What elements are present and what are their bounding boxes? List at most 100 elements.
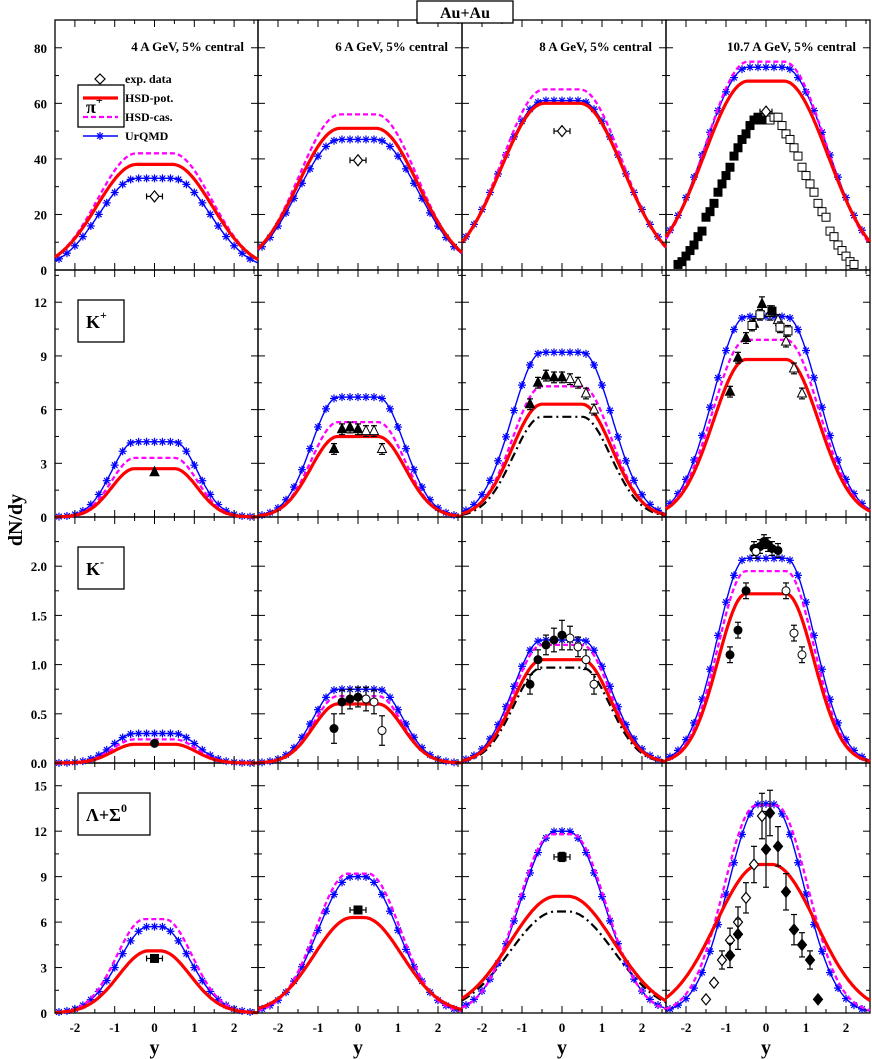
star-stroke (362, 393, 370, 401)
urqmd-point (582, 349, 590, 358)
urqmd-point (698, 431, 706, 440)
hsd-dashdot-curve (461, 666, 667, 763)
star-stroke (778, 63, 786, 71)
urqmd-point (354, 393, 362, 402)
hsd-cas-curve (665, 338, 871, 512)
data-point (377, 726, 387, 736)
urqmd-point (386, 142, 394, 151)
ticks-1-2 (461, 270, 666, 518)
data-point (541, 640, 551, 650)
star-stroke (143, 175, 150, 182)
urqmd-point (526, 360, 534, 369)
star-stroke (730, 572, 738, 579)
star-stroke (362, 136, 370, 143)
star-stroke (770, 63, 778, 71)
data-point (565, 633, 575, 643)
urqmd-point (126, 175, 135, 184)
data-point (801, 171, 811, 181)
urqmd-point (126, 438, 135, 447)
y-tick-label: 80 (34, 41, 47, 56)
urqmd-point (158, 922, 167, 931)
star-stroke (306, 165, 314, 173)
urqmd-point (338, 878, 346, 887)
urqmd-point (166, 729, 175, 738)
star-stroke (574, 349, 582, 356)
data-point (796, 386, 808, 398)
hsd-pot-curve (257, 915, 463, 1012)
ticks-2-2 (461, 516, 666, 764)
star-stroke (810, 374, 818, 382)
hsd-pot-curve (256, 126, 464, 254)
data-point (813, 198, 823, 208)
star-stroke (558, 349, 566, 356)
particle-label-main: Λ+Σ (86, 805, 121, 825)
star-stroke (135, 928, 142, 935)
ticks-3-0 (54, 762, 258, 1014)
star-stroke (762, 800, 770, 808)
star-stroke (714, 921, 722, 928)
data-point (717, 179, 727, 189)
legend-urqmd-star (96, 132, 104, 140)
data-point (760, 105, 772, 119)
particle-label-box (77, 84, 125, 128)
star-stroke (298, 466, 306, 473)
data-0-1 (349, 153, 367, 167)
star-stroke (95, 988, 103, 995)
energy-label-0: 4 A GeV, 5% central (131, 39, 244, 54)
x-tick-label: 0 (559, 1020, 566, 1035)
data-point (829, 232, 839, 242)
hsd-cas-curve (257, 113, 463, 254)
particle-label-main: K (86, 312, 100, 332)
data-point (564, 372, 576, 384)
star-stroke (526, 105, 534, 113)
star-stroke (682, 995, 690, 1002)
x-tick-label: -1 (517, 1020, 528, 1035)
star-stroke (103, 199, 110, 207)
urqmd-point (502, 432, 510, 441)
data-point (780, 885, 792, 899)
urqmd-point (470, 995, 478, 1004)
star-stroke (119, 447, 126, 455)
urqmd-point (714, 373, 722, 382)
urqmd-point (346, 393, 354, 402)
data-point (353, 905, 363, 915)
star-stroke (55, 255, 63, 263)
particle-label-box (77, 299, 125, 343)
star-stroke (346, 136, 354, 143)
legend-pot-label: HSD-pot. (125, 91, 173, 105)
star-stroke (151, 438, 158, 446)
star-stroke (826, 696, 834, 703)
star-stroke (590, 646, 598, 654)
hsd-pot-curve (55, 949, 259, 1015)
star-stroke (402, 445, 410, 452)
star-stroke (674, 747, 682, 754)
data-1-2 (524, 368, 600, 416)
star-stroke (199, 477, 206, 484)
curves-1-1 (257, 393, 463, 520)
urqmd-point (158, 174, 167, 183)
urqmd-point (314, 705, 322, 714)
energy-label-3: 10.7 A GeV, 5% central (727, 39, 856, 54)
urqmd-point (690, 455, 698, 464)
urqmd-point (182, 733, 191, 742)
star-stroke (143, 923, 150, 931)
urqmd-point (190, 461, 199, 470)
urqmd-point (582, 637, 590, 646)
data-2-0 (150, 738, 160, 748)
urqmd-point (738, 556, 746, 565)
star-stroke (646, 996, 654, 1003)
star-stroke (103, 977, 110, 984)
ticks-3-1 (257, 762, 462, 1014)
particle-label-box (77, 546, 125, 590)
urqmd-point (158, 729, 167, 738)
urqmd-point (102, 198, 111, 207)
star-stroke (96, 132, 104, 140)
x-tick-label: 2 (435, 1020, 442, 1035)
star-stroke (818, 403, 826, 411)
star-stroke (71, 242, 79, 250)
urqmd-point (150, 174, 159, 183)
star-stroke (338, 685, 346, 693)
urqmd-point (142, 437, 151, 446)
urqmd-point (338, 393, 346, 402)
x-tick-label: -2 (477, 1020, 488, 1035)
